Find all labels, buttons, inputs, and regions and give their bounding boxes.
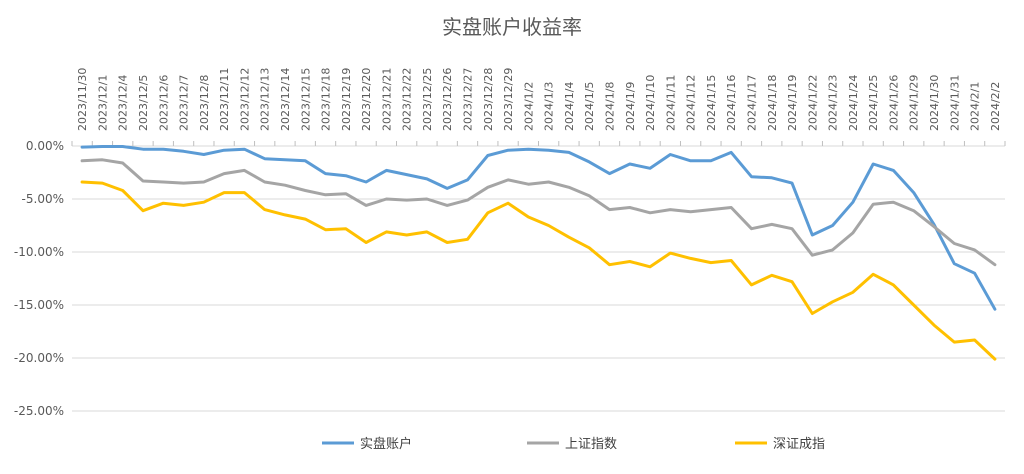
x-tick-label: 2024/1/5	[583, 82, 596, 131]
x-tick-label: 2023/12/11	[218, 68, 231, 131]
y-tick-label: -15.00%	[14, 298, 64, 312]
legend-label: 深证成指	[773, 437, 825, 452]
x-tick-label: 2023/12/5	[137, 75, 150, 131]
series-lines	[80, 145, 997, 361]
x-tick-label: 2023/12/29	[502, 68, 515, 131]
x-tick-label: 2024/1/15	[705, 75, 718, 131]
x-tick-label: 2023/12/13	[259, 68, 272, 131]
x-tick-label: 2024/1/8	[603, 82, 616, 131]
x-tick-label: 2023/12/15	[299, 68, 312, 131]
x-tick-label: 2024/1/31	[948, 75, 961, 131]
x-tick-label: 2024/1/4	[563, 82, 576, 131]
y-tick-label: 0.00%	[26, 139, 64, 153]
x-tick-label: 2024/1/30	[928, 75, 941, 131]
y-tick-label: -10.00%	[14, 245, 64, 259]
series-line-2	[80, 158, 997, 267]
x-tick-label: 2024/1/25	[867, 75, 880, 131]
series-line-3	[80, 180, 997, 361]
x-tick-label: 2024/1/19	[786, 75, 799, 131]
series-line-1	[80, 145, 997, 311]
x-tick-label: 2024/1/16	[725, 75, 738, 131]
x-tick-label: 2024/1/22	[806, 75, 819, 131]
x-tick-label: 2024/1/17	[745, 75, 758, 131]
x-tick-label: 2023/12/4	[117, 75, 130, 131]
x-tick-label: 2023/12/28	[482, 68, 495, 131]
x-tick-label: 2023/12/14	[279, 68, 292, 131]
x-tick-label: 2024/2/2	[989, 82, 1002, 131]
gridlines	[72, 145, 1005, 412]
x-tick-label: 2023/12/7	[178, 75, 191, 131]
chart-title: 实盘账户收益率	[442, 15, 582, 39]
x-tick-label: 2024/2/1	[969, 82, 982, 131]
x-tick-label: 2024/1/2	[522, 82, 535, 131]
x-tick-label: 2024/1/12	[685, 75, 698, 131]
x-tick-label: 2023/12/25	[421, 68, 434, 131]
y-tick-label: -25.00%	[14, 404, 64, 418]
x-tick-label: 2024/1/11	[664, 75, 677, 131]
x-tick-label: 2024/1/26	[887, 75, 900, 131]
y-tick-label: -5.00%	[22, 192, 64, 206]
legend: 实盘账户 上证指数 深证成指	[322, 436, 825, 452]
x-tick-label: 2023/12/6	[157, 75, 170, 131]
x-tick-label: 2024/1/24	[847, 75, 860, 131]
x-tick-label: 2024/1/23	[827, 75, 840, 131]
x-tick-label: 2023/11/30	[76, 68, 89, 131]
x-tick-label: 2024/1/29	[908, 75, 921, 131]
x-tick-label: 2023/12/19	[340, 68, 353, 131]
x-tick-label: 2023/12/18	[320, 68, 333, 131]
x-tick-label: 2024/1/9	[624, 82, 637, 131]
x-tick-label: 2024/1/10	[644, 75, 657, 131]
x-tick-label: 2023/12/27	[462, 68, 475, 131]
x-tick-label: 2023/12/26	[441, 68, 454, 131]
x-tick-label: 2023/12/1	[96, 75, 109, 131]
y-axis-tick-labels: 0.00% -5.00% -10.00% -15.00% -20.00% -25.00%	[14, 139, 64, 418]
x-tick-label: 2023/12/12	[238, 68, 251, 131]
x-tick-label: 2023/12/20	[360, 68, 373, 131]
x-axis-tick-labels: 2023/11/30 2023/12/1 2023/12/4 2023/12/5 202…	[71, 68, 1006, 146]
legend-label: 上证指数	[565, 437, 617, 452]
y-tick-label: -20.00%	[14, 351, 64, 365]
x-tick-label: 2024/1/3	[543, 82, 556, 131]
x-tick-label: 2023/12/21	[380, 68, 393, 131]
x-tick-label: 2024/1/18	[766, 75, 779, 131]
legend-label: 实盘账户	[360, 436, 412, 452]
x-tick-label: 2023/12/8	[198, 75, 211, 131]
x-tick-label: 2023/12/22	[401, 68, 414, 131]
